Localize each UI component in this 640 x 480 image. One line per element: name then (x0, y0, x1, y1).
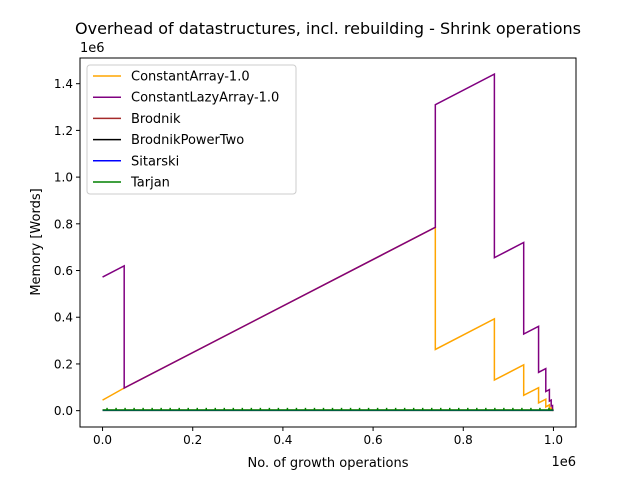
series-line-constantarray-1-0 (102, 226, 554, 412)
y-offset-label: 1e6 (80, 41, 105, 56)
x-tick-label: 0.0 (93, 433, 112, 447)
x-axis: 0.0 0.2 0.4 0.6 0.8 1.0 (93, 427, 563, 447)
y-tick-label: 0.2 (54, 357, 73, 371)
y-tick-label: 0.0 (54, 404, 73, 418)
legend-box (86, 64, 297, 195)
x-tick-label: 0.6 (364, 433, 383, 447)
x-tick-label: 0.8 (454, 433, 473, 447)
legend-label: Tarjan (130, 176, 170, 191)
chart-title: Overhead of datastructures, incl. rebuil… (75, 19, 581, 38)
x-axis-label: No. of growth operations (248, 456, 409, 471)
series-layer (102, 72, 555, 412)
y-axis-label: Memory [Words] (29, 188, 44, 295)
y-tick-label: 0.4 (54, 311, 73, 325)
y-tick-label: 0.8 (54, 217, 73, 231)
x-tick-label: 0.2 (183, 433, 202, 447)
y-tick-label: 0.6 (54, 264, 73, 278)
plot-frame (79, 57, 577, 428)
legend-label: BrodnikPowerTwo (131, 133, 244, 148)
series-line-constantlazyarray-1-0 (102, 72, 555, 412)
legend-label: ConstantLazyArray-1.0 (131, 91, 279, 106)
legend-label: ConstantArray-1.0 (131, 70, 250, 85)
y-tick-label: 1.0 (54, 171, 73, 185)
legend-label: Sitarski (131, 154, 179, 169)
legend: ConstantArray-1.0 ConstantLazyArray-1.0 Br… (86, 64, 297, 195)
y-tick-label: 1.2 (54, 124, 73, 138)
legend-label: Brodnik (131, 112, 181, 127)
y-tick-label: 1.4 (54, 77, 73, 91)
x-tick-label: 0.4 (273, 433, 292, 447)
x-offset-label: 1e6 (551, 455, 576, 470)
x-tick-label: 1.0 (544, 433, 563, 447)
y-axis: 0.0 0.2 0.4 0.6 0.8 1.0 1.2 1.4 (54, 77, 80, 418)
